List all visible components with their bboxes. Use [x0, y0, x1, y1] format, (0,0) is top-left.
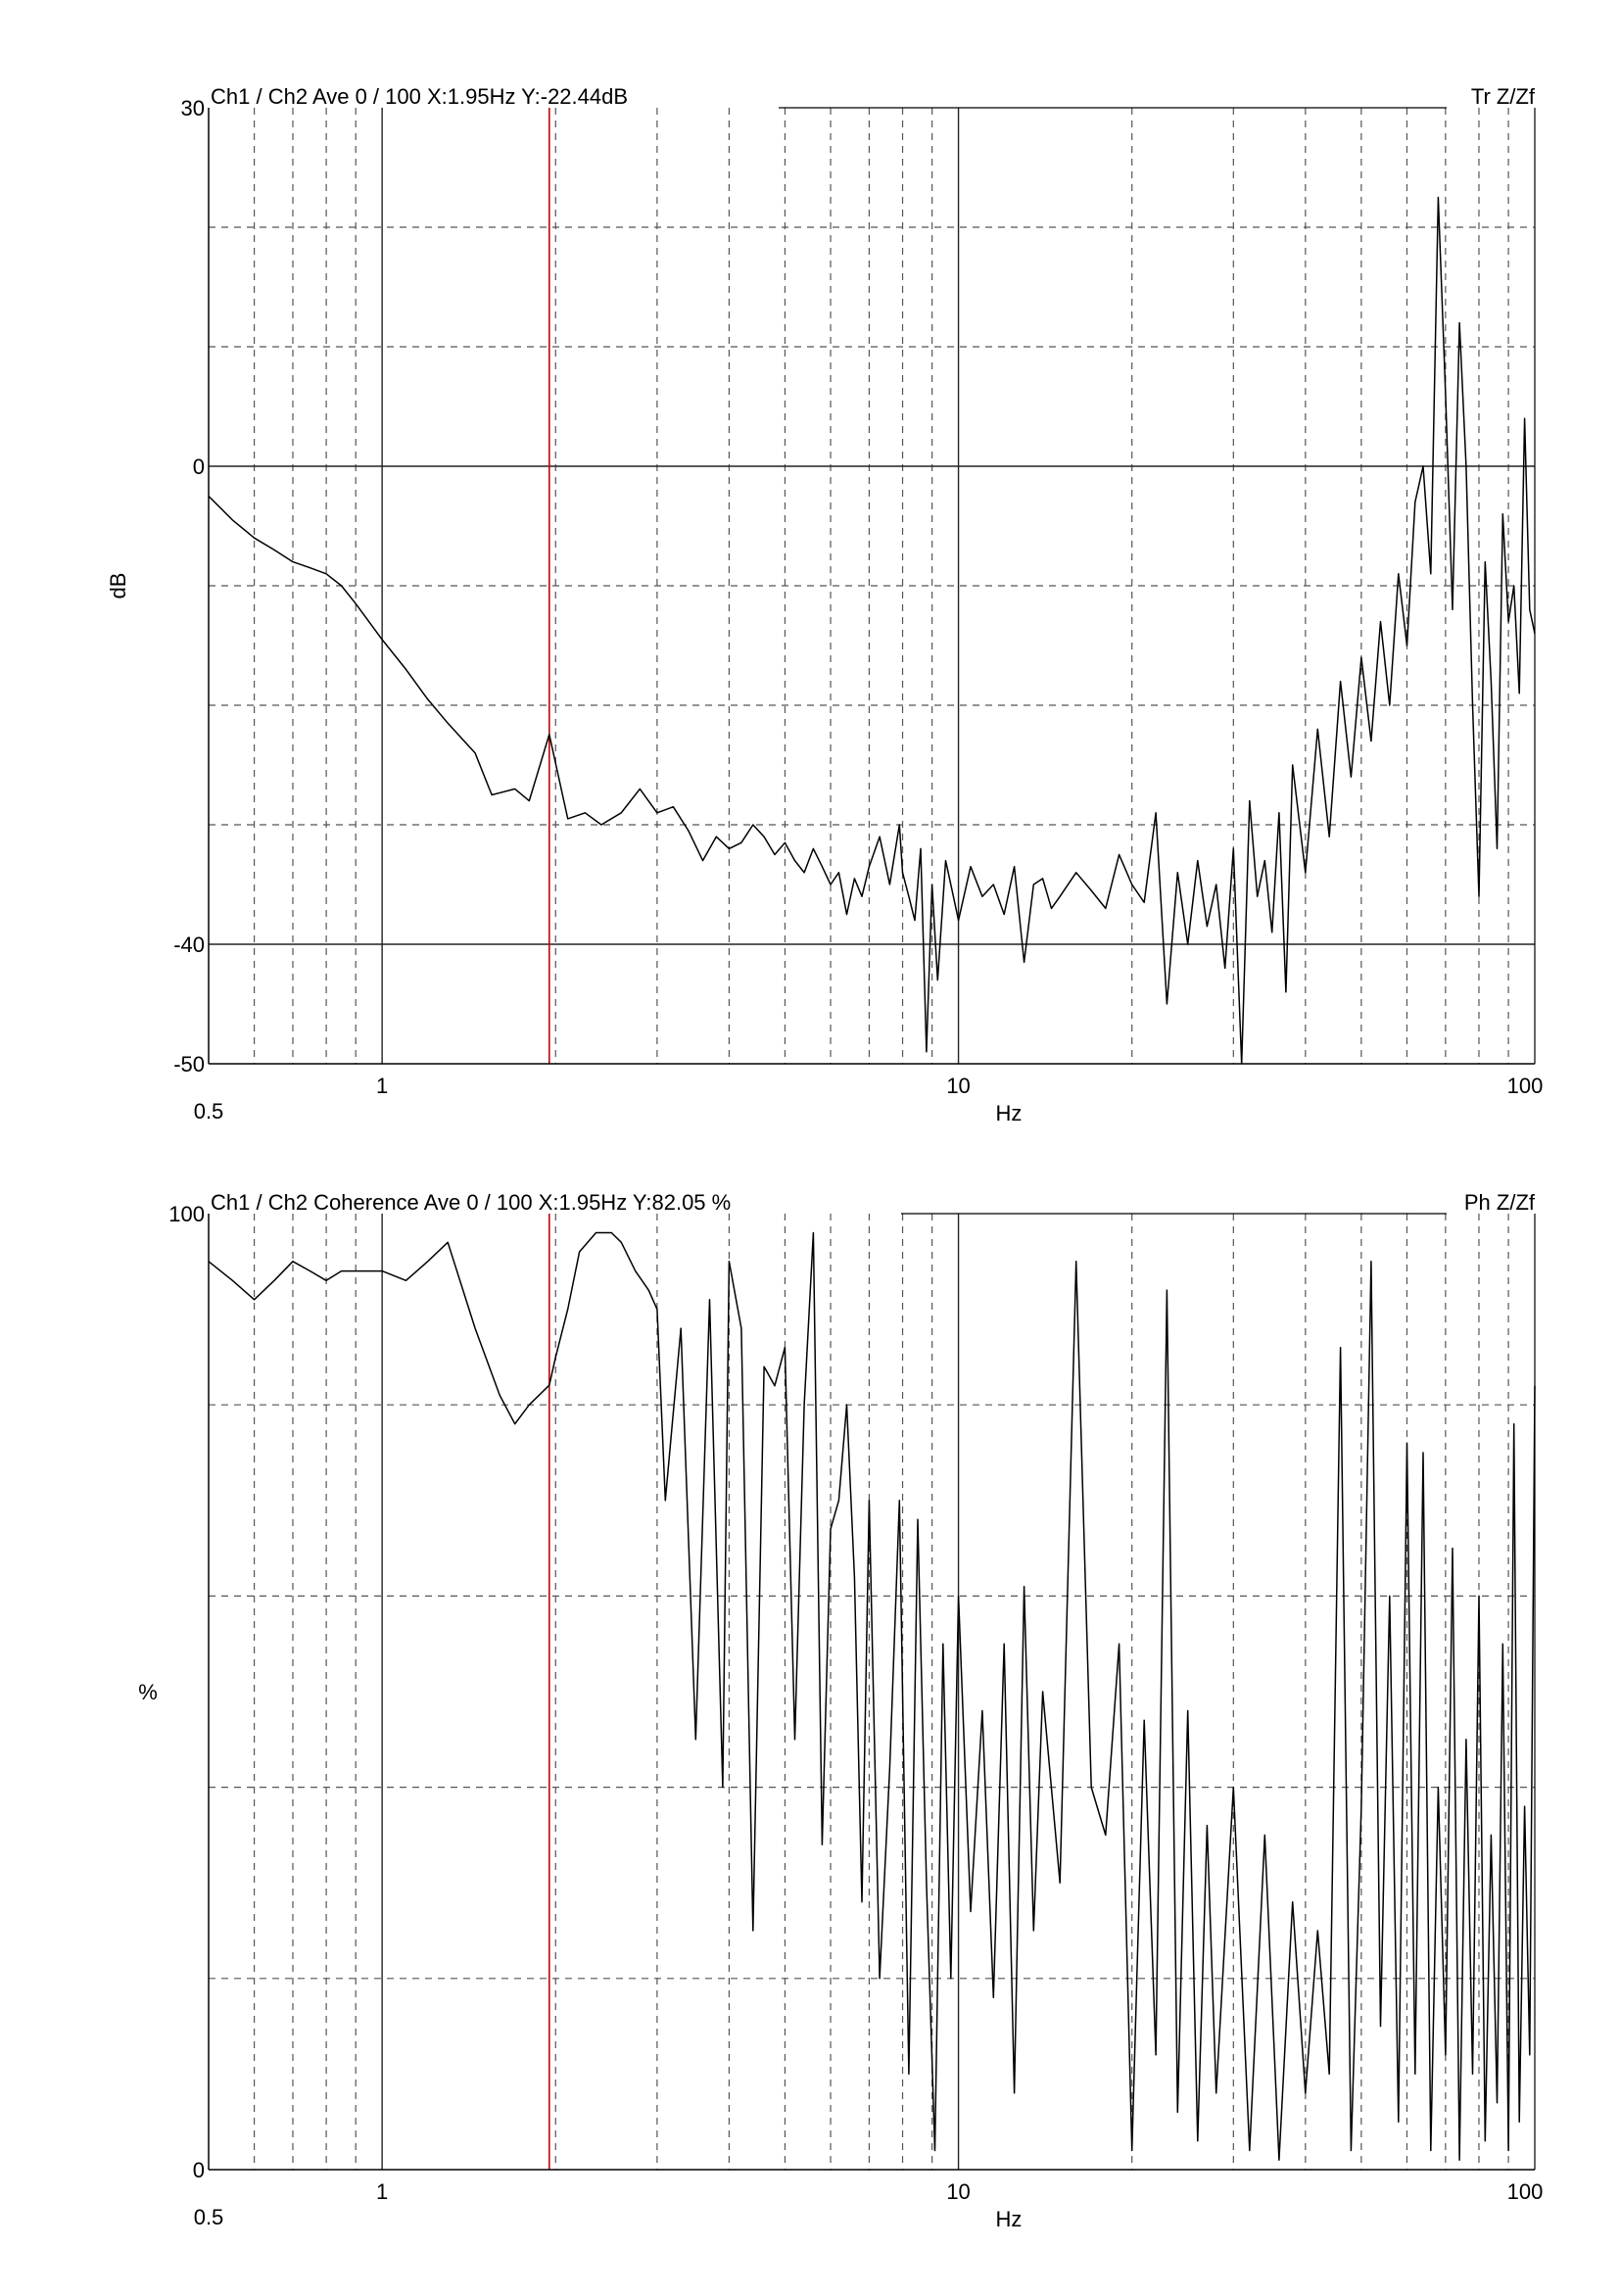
- grid: [209, 108, 1535, 1064]
- x-axis-label: Hz: [996, 1101, 1023, 1125]
- x-axis-label: Hz: [996, 2207, 1023, 2231]
- panel-header: Ch1 / Ch2 Coherence Ave 0 / 100 X:1.95Hz…: [211, 1190, 731, 1215]
- series-line: [208, 1231, 1536, 2161]
- transfer-function-panel: Ch1 / Ch2 Ave 0 / 100 X:1.95Hz Y:-22.44d…: [106, 84, 1543, 1125]
- y-tick-label-0: 0: [193, 2158, 205, 2182]
- y-tick-label-minus50: -50: [173, 1052, 205, 1076]
- x-tick-label-0.5: 0.5: [194, 2205, 224, 2229]
- x-tick-label-10: 10: [946, 1074, 970, 1098]
- x-tick-label-100: 100: [1507, 2179, 1544, 2204]
- x-tick-label-1: 1: [376, 1074, 388, 1098]
- data-series: [208, 196, 1536, 1065]
- x-tick-label-10: 10: [946, 2179, 970, 2204]
- y-tick-label-100: 100: [168, 1202, 205, 1226]
- y-axis-label: %: [138, 1680, 158, 1704]
- y-tick-label-0: 0: [193, 454, 205, 479]
- panel-header: Ch1 / Ch2 Ave 0 / 100 X:1.95Hz Y:-22.44d…: [211, 84, 628, 109]
- x-tick-label-100: 100: [1507, 1074, 1544, 1098]
- coherence-panel: Ch1 / Ch2 Coherence Ave 0 / 100 X:1.95Hz…: [138, 1190, 1543, 2231]
- panel-tag: Ph Z/Zf: [1464, 1190, 1536, 1215]
- y-axis-label: dB: [106, 573, 130, 599]
- x-tick-label-0.5: 0.5: [194, 1099, 224, 1124]
- x-tick-label-1: 1: [376, 2179, 388, 2204]
- y-tick-label-minus40: -40: [173, 933, 205, 957]
- data-series: [208, 1231, 1536, 2161]
- panel-tag: Tr Z/Zf: [1471, 84, 1536, 109]
- series-line: [208, 196, 1536, 1065]
- y-tick-label-30: 30: [181, 96, 205, 120]
